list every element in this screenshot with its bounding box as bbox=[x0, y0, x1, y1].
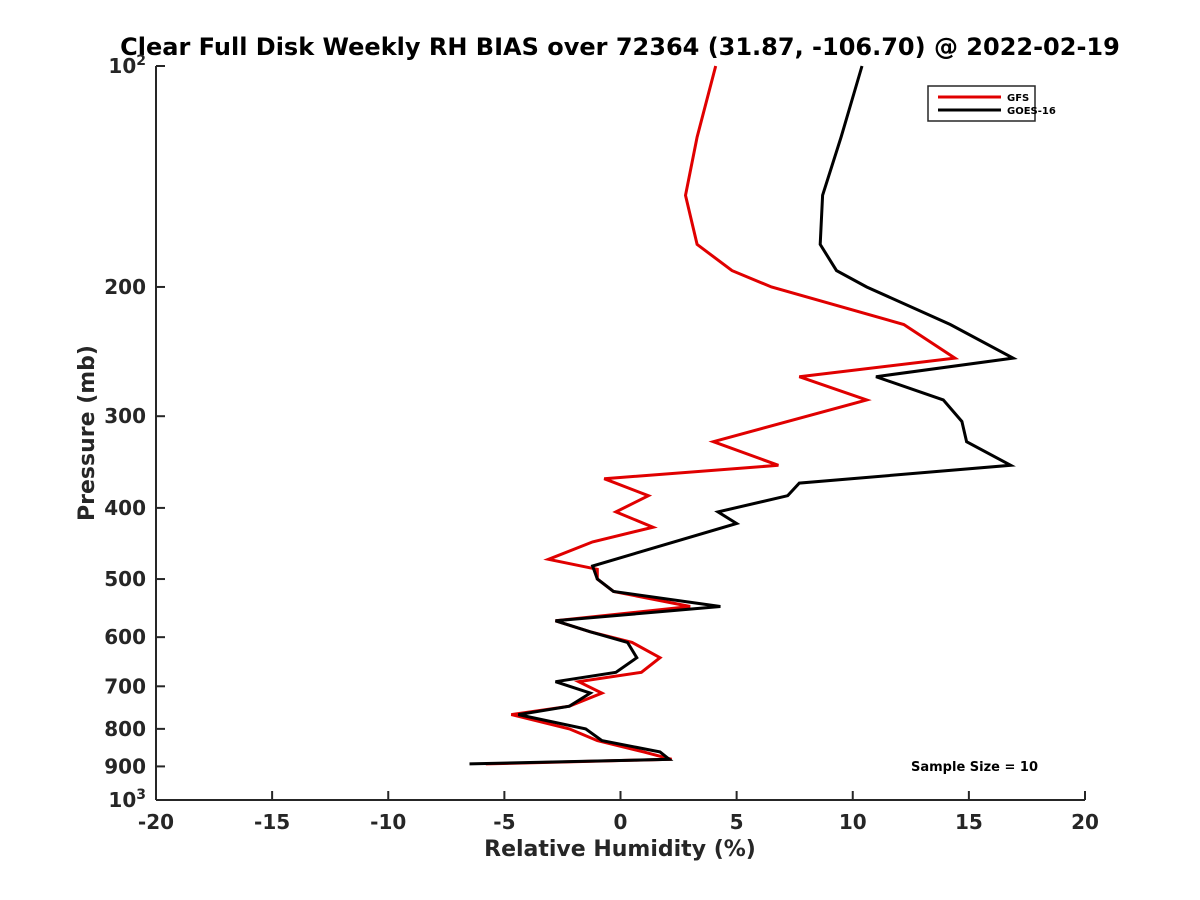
x-tick-label: -10 bbox=[370, 810, 406, 834]
y-tick-label: 200 bbox=[104, 275, 146, 299]
sample-size-annotation: Sample Size = 10 bbox=[911, 760, 1038, 775]
y-tick-label: 102 bbox=[108, 53, 146, 78]
legend-label: GFS bbox=[1007, 93, 1029, 104]
legend-box bbox=[927, 85, 1036, 122]
y-tick-label: 103 bbox=[108, 787, 146, 812]
y-axis-label: Pressure (mb) bbox=[75, 345, 100, 521]
chart-title: Clear Full Disk Weekly RH BIAS over 7236… bbox=[120, 33, 1120, 61]
y-tick-label: 400 bbox=[104, 496, 146, 520]
x-tick-label: 10 bbox=[839, 810, 867, 834]
legend: GFS GOES-16 bbox=[927, 85, 1056, 122]
x-tick-label: -15 bbox=[254, 810, 290, 834]
y-tick-label: 300 bbox=[104, 404, 146, 428]
legend-label: GOES-16 bbox=[1007, 106, 1056, 117]
x-tick-label: 20 bbox=[1071, 810, 1099, 834]
x-tick-label: 5 bbox=[730, 810, 744, 834]
y-tick-label: 600 bbox=[104, 625, 146, 649]
series-layer bbox=[469, 65, 1018, 766]
y-tick-label: 700 bbox=[104, 674, 146, 698]
x-axis-label: Relative Humidity (%) bbox=[484, 837, 756, 862]
x-tick-label: 15 bbox=[955, 810, 983, 834]
y-tick-label: 900 bbox=[104, 754, 146, 778]
x-tick-label: 0 bbox=[614, 810, 628, 834]
y-tick-label: 500 bbox=[104, 567, 146, 591]
x-tick-label: -5 bbox=[493, 810, 515, 834]
y-tick-label: 800 bbox=[104, 717, 146, 741]
axes: -20 -15 -10 -5 0 5 10 15 20 102 200 300 400 500 600 700… bbox=[104, 53, 1099, 834]
series-line-goes-16 bbox=[469, 65, 1018, 766]
x-tick-label: -20 bbox=[138, 810, 174, 834]
